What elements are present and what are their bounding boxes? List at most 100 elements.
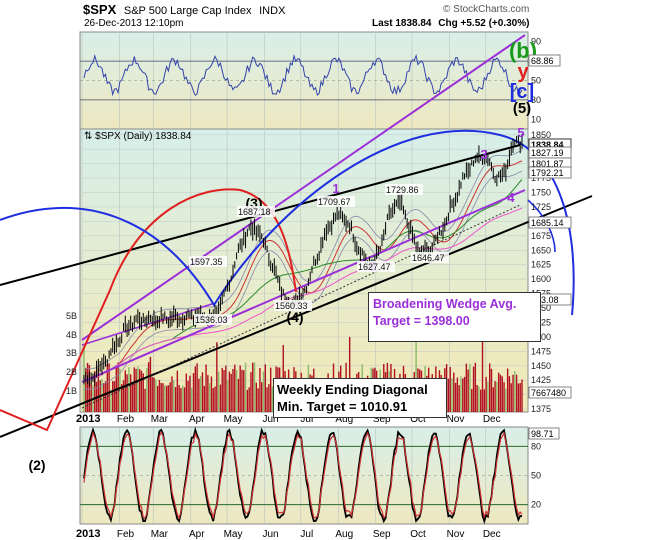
wave-2-paren-label: (2) (28, 457, 45, 473)
volume-bar (122, 380, 125, 412)
volume-bar (165, 385, 168, 412)
volume-bar (201, 372, 204, 412)
volume-bar (515, 374, 518, 412)
x-tick-label: Sep (373, 414, 391, 425)
volume-bar (120, 384, 123, 412)
x-tick-label: Jul (300, 414, 313, 425)
price-tick-label: 1600 (531, 274, 551, 284)
x-tick-label: May (224, 529, 243, 540)
x-tick-label: Feb (117, 414, 135, 425)
price-panel-bg (79, 128, 529, 413)
x-tick-label: Mar (151, 529, 169, 540)
volume-bar (458, 385, 460, 412)
rsi-last-value: 68.86 (531, 56, 554, 66)
volume-bar (232, 368, 234, 412)
volume-bar (447, 378, 450, 412)
volume-bar (203, 385, 205, 412)
wave-3-label: 3 (480, 147, 487, 162)
volume-bar (494, 381, 496, 412)
annotation-bg (317, 196, 355, 207)
ticker: $SPX (83, 2, 117, 17)
volume-bar (237, 378, 240, 412)
right-value-label: 1827.19 (531, 148, 564, 158)
volume-bar (456, 377, 459, 412)
x-tick-label: Feb (117, 529, 135, 540)
volume-bar (180, 388, 182, 412)
stoch-last-value: 98.71 (531, 429, 554, 439)
volume-bar (226, 380, 229, 412)
volume-bar (137, 366, 139, 412)
volume-bar (474, 362, 477, 412)
volume-bar (519, 383, 521, 412)
volume-tick-label: 2B (66, 367, 77, 377)
volume-bar (106, 364, 109, 412)
volume-bar (162, 383, 164, 412)
x-tick-label: Nov (447, 414, 465, 425)
volume-bar (243, 370, 245, 412)
volume-bar (252, 362, 254, 412)
bollinger-upper (83, 150, 523, 370)
volume-bar (94, 371, 96, 412)
volume-bar (488, 363, 491, 412)
stoch-signal-line (83, 430, 523, 520)
diagonal-callout-line2: Min. Target = 1010.91 (277, 399, 408, 414)
wedge-callout-line1: Broadening Wedge Avg. (373, 297, 517, 311)
price-annotation: 1709.67 (318, 197, 351, 207)
volume-bar (261, 382, 263, 412)
stoch-tick-label: 50 (531, 471, 541, 481)
stoch-tick-label: 20 (531, 500, 541, 510)
x-tick-label: Sep (373, 529, 391, 540)
blue-cycle-arc (0, 129, 575, 316)
annotation-bg (385, 184, 423, 195)
stockcharts-credit: © StockCharts.com (443, 4, 530, 15)
wave-5-paren-label: (5) (513, 100, 531, 117)
volume-bar (230, 373, 232, 412)
x-tick-label: Nov (447, 529, 465, 540)
volume-bar (167, 385, 170, 412)
volume-bar (85, 368, 87, 412)
chg-value: +5.52 (+0.30%) (460, 18, 530, 29)
volume-bar (142, 373, 144, 412)
volume-bar (160, 382, 162, 412)
price-annotation: 1646.47 (412, 253, 445, 263)
right-value-label: 543.08 (531, 295, 559, 305)
last-label: Last (372, 18, 393, 29)
annotation-bg (357, 261, 395, 272)
volume-bar (481, 337, 484, 412)
volume-bar (192, 373, 195, 412)
volume-bar (97, 367, 100, 412)
last-value: 1838.84 (395, 18, 432, 29)
volume-bar (508, 376, 511, 412)
rsi-value-box (528, 54, 561, 67)
price-tick-label: 1850 (531, 130, 551, 140)
volume-bar (149, 356, 152, 412)
volume-bar (140, 370, 143, 412)
x-tick-label: Jul (300, 529, 313, 540)
volume-bar (189, 375, 191, 412)
volume-bar (460, 376, 462, 412)
volume-bar (483, 389, 486, 412)
price-annotation: 1627.47 (358, 262, 391, 272)
volume-bar (185, 373, 188, 412)
x-tick-label: Aug (335, 414, 353, 425)
volume-bar (207, 375, 209, 412)
volume-bar (505, 388, 507, 412)
rsi-line (83, 53, 523, 97)
volume-bar (198, 378, 200, 412)
volume-bar (451, 378, 453, 412)
volume-bar (217, 371, 220, 412)
volume-bar (480, 389, 482, 412)
volume-bar (138, 369, 141, 412)
volume-bar (208, 383, 211, 412)
wave-1-label: 1 (332, 181, 339, 196)
x-tick-label: Dec (483, 414, 501, 425)
volume-tick-label: 4B (66, 330, 77, 340)
volume-bar (216, 342, 218, 412)
price-title: ⇅ $SPX (Daily) 1838.84 (84, 131, 192, 142)
volume-bar (212, 388, 214, 412)
volume-bar (151, 376, 153, 412)
volume-bar (225, 365, 227, 412)
annotation-bg (194, 314, 232, 325)
price-annotation: 1687.18 (238, 207, 271, 217)
